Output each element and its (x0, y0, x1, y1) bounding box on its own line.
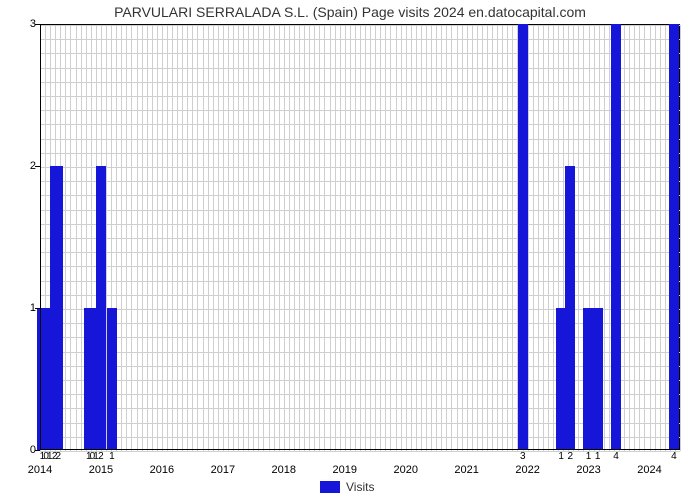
x-axis-line (40, 449, 680, 450)
grid-h (40, 82, 680, 83)
ytick-mark (35, 24, 40, 25)
chart-container: PARVULARI SERRALADA S.L. (Spain) Page vi… (0, 0, 700, 500)
ytick-mark (35, 450, 40, 451)
bar-label: 2 (568, 451, 574, 462)
bar (518, 24, 528, 450)
legend-swatch (320, 481, 340, 493)
grid-h (40, 451, 680, 452)
grid-h (40, 68, 680, 69)
plot-inner (40, 25, 679, 450)
bar (53, 166, 63, 450)
bar-label: 4 (613, 451, 619, 462)
bar (96, 166, 106, 450)
ytick-label: 1 (6, 302, 36, 314)
grid-h (40, 181, 680, 182)
xtick-label: 2016 (150, 464, 174, 476)
grid-h (40, 39, 680, 40)
plot-area (40, 24, 680, 450)
chart-title: PARVULARI SERRALADA S.L. (Spain) Page vi… (0, 4, 700, 20)
grid-h (40, 167, 680, 168)
xtick-label: 2023 (576, 464, 600, 476)
grid-h (40, 295, 680, 296)
grid-v (680, 25, 681, 451)
ytick-label: 0 (6, 444, 36, 456)
xtick-label: 2022 (515, 464, 539, 476)
legend: Visits (320, 480, 374, 494)
grid-h (40, 281, 680, 282)
y-axis-line (40, 24, 41, 450)
ytick-label: 3 (6, 18, 36, 30)
grid-h (40, 96, 680, 97)
xtick-label: 2020 (393, 464, 417, 476)
bar (593, 308, 603, 450)
grid-h (40, 110, 680, 111)
grid-h (40, 252, 680, 253)
bar-label: 2 (56, 451, 62, 462)
ytick-mark (35, 308, 40, 309)
grid-h (40, 238, 680, 239)
grid-h (40, 224, 680, 225)
grid-h (40, 53, 680, 54)
bar (611, 24, 621, 450)
grid-h (40, 153, 680, 154)
xtick-label: 2018 (272, 464, 296, 476)
ytick-label: 2 (6, 160, 36, 172)
bar-label: 1 (595, 451, 601, 462)
legend-label: Visits (346, 480, 374, 494)
grid-h (40, 266, 680, 267)
bar (669, 24, 679, 450)
bar-label: 2 (98, 451, 104, 462)
xtick-label: 2014 (28, 464, 52, 476)
ytick-mark (35, 166, 40, 167)
bar-label: 3 (520, 451, 526, 462)
xtick-label: 2015 (89, 464, 113, 476)
xtick-label: 2017 (211, 464, 235, 476)
bar-label: 1 (109, 451, 115, 462)
grid-h (40, 139, 680, 140)
bar-label: 4 (671, 451, 677, 462)
xtick-label: 2021 (454, 464, 478, 476)
grid-h (40, 210, 680, 211)
xtick-label: 2019 (333, 464, 357, 476)
xtick-label: 2024 (637, 464, 661, 476)
bar-label: 1 (558, 451, 564, 462)
bar (565, 166, 575, 450)
grid-h (40, 124, 680, 125)
bar (107, 308, 117, 450)
bar-label: 1 (586, 451, 592, 462)
grid-h (40, 195, 680, 196)
grid-h (40, 25, 680, 26)
